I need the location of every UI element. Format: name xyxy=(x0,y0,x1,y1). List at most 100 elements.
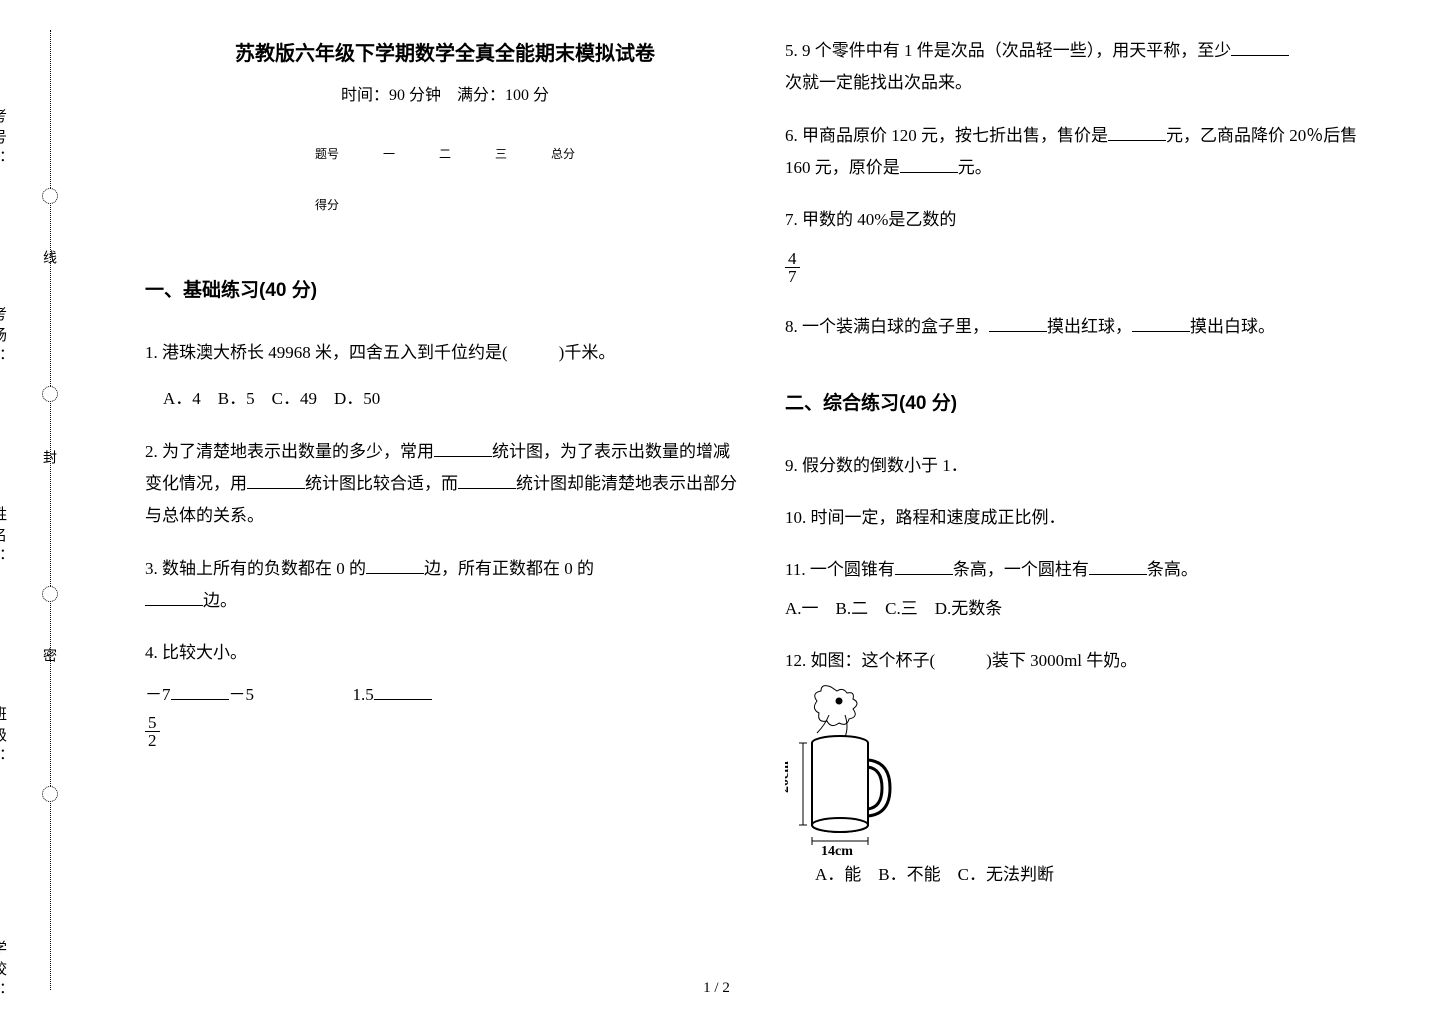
cup-height-label: 20cm xyxy=(785,761,792,793)
question-2: 2. 为了清楚地表示出数量的多少，常用统计图，为了表示出数量的增减变化情况，用统… xyxy=(145,436,745,533)
q-num: 7. xyxy=(785,210,798,229)
blank xyxy=(366,556,424,574)
question-11: 11. 一个圆锥有条高，一个圆柱有条高。 A.一 B.二 C.三 D.无数条 xyxy=(785,554,1385,625)
q-text: 一个圆锥有 xyxy=(810,560,895,579)
q-num: 5. xyxy=(785,41,798,60)
blank xyxy=(1089,557,1147,575)
question-10: 10. 时间一定，路程和速度成正比例． xyxy=(785,502,1385,534)
blank xyxy=(145,588,203,606)
q-text: 为了清楚地表示出数量的多少，常用 xyxy=(162,442,434,461)
q-text: 条高。 xyxy=(1147,560,1198,579)
blank xyxy=(247,471,305,489)
score-row-label: 得分 xyxy=(293,180,361,231)
cup-svg: 20cm 14cm xyxy=(785,685,895,855)
binding-label-name: 姓名： xyxy=(0,506,9,569)
q-num: 6. xyxy=(785,126,798,145)
q-num: 1. xyxy=(145,343,158,362)
content-columns: 苏教版六年级下学期数学全真全能期末模拟试卷 时间：90 分钟 满分：100 分 … xyxy=(145,35,1405,965)
frac-num: 5 xyxy=(145,714,160,732)
q-num: 2. xyxy=(145,442,158,461)
blank xyxy=(900,155,958,173)
question-4: 4. 比较大小。 －7 －5 1.5 5 2 xyxy=(145,637,745,749)
score-cell xyxy=(473,180,529,231)
q-text: 摸出白球。 xyxy=(1190,317,1275,336)
question-8: 8. 一个装满白球的盒子里， 摸出红球， 摸出白球。 xyxy=(785,311,1385,343)
q4-rhs: －5 xyxy=(229,685,255,704)
blank xyxy=(434,439,492,457)
blank xyxy=(989,314,1047,332)
q-text: 甲数的 40%是乙数的 xyxy=(802,210,956,229)
q-num: 3. xyxy=(145,559,158,578)
table-row: 得分 xyxy=(293,180,597,231)
seal-char: 封 xyxy=(38,450,58,492)
question-12: 12. 如图：这个杯子( )装下 3000ml 牛奶。 xyxy=(785,645,1385,892)
q-text: 数轴上所有的负数都在 0 的 xyxy=(162,559,366,578)
q-num: 8. xyxy=(785,317,798,336)
question-1: 1. 港珠澳大桥长 49968 米，四舍五入到千位约是( )千米。 A．4 B．… xyxy=(145,337,745,416)
binding-label-id: 考号： xyxy=(0,108,9,171)
q-num: 12. xyxy=(785,651,806,670)
q4-lhs: －7 xyxy=(145,685,171,704)
q-text: 边，所有正数都在 0 的 xyxy=(424,559,594,578)
exam-subtitle: 时间：90 分钟 满分：100 分 xyxy=(145,81,745,111)
blank xyxy=(895,557,953,575)
score-row-label: 题号 xyxy=(293,129,361,180)
section-1-title: 一、基础练习(40 分) xyxy=(145,273,745,309)
binding-dot-line xyxy=(50,30,51,990)
q-text: 甲商品原价 120 元，按七折出售，售价是 xyxy=(802,126,1108,145)
blank xyxy=(458,471,516,489)
seal-char: 线 xyxy=(38,250,58,292)
q11-options: A.一 B.二 C.三 D.无数条 xyxy=(785,593,1385,625)
q-text: 次就一定能找出次品来。 xyxy=(785,73,972,92)
q1-options: A．4 B．5 C．49 D．50 xyxy=(163,383,745,415)
q-text: 如图：这个杯子( )装下 3000ml 牛奶。 xyxy=(811,651,1138,670)
right-column: 5. 9 个零件中有 1 件是次品（次品轻一些），用天平称，至少次就一定能找出次… xyxy=(785,35,1385,965)
binding-circle xyxy=(42,786,58,802)
q-num: 9. xyxy=(785,456,798,475)
blank xyxy=(1132,314,1190,332)
q-num: 11. xyxy=(785,560,806,579)
binding-circle xyxy=(42,386,58,402)
score-cell xyxy=(529,180,597,231)
score-col: 总分 xyxy=(529,129,597,180)
q-text: 边。 xyxy=(203,591,237,610)
question-5: 5. 9 个零件中有 1 件是次品（次品轻一些），用天平称，至少次就一定能找出次… xyxy=(785,35,1385,100)
blank xyxy=(171,682,229,700)
fraction: 4 7 xyxy=(785,250,800,285)
binding-label-class: 班级： xyxy=(0,706,9,769)
frac-num: 4 xyxy=(785,250,800,268)
q-num: 4. xyxy=(145,643,158,662)
score-col: 三 xyxy=(473,129,529,180)
table-row: 题号 一 二 三 总分 xyxy=(293,129,597,180)
q-text: 假分数的倒数小于 1． xyxy=(802,456,968,475)
q-text: 元。 xyxy=(958,158,992,177)
blank xyxy=(1231,38,1289,56)
q-text: 比较大小。 xyxy=(162,643,247,662)
q4-lhs2: 1.5 xyxy=(353,685,374,704)
cup-diameter-label: 14cm xyxy=(821,844,853,855)
q-num: 10. xyxy=(785,508,806,527)
binding-label-room: 考场： xyxy=(0,306,9,369)
exam-title: 苏教版六年级下学期数学全真全能期末模拟试卷 xyxy=(145,35,745,73)
score-col: 二 xyxy=(417,129,473,180)
binding-circle xyxy=(42,586,58,602)
question-3: 3. 数轴上所有的负数都在 0 的 边，所有正数都在 0 的边。 xyxy=(145,553,745,618)
q-text: 港珠澳大桥长 49968 米，四舍五入到千位约是( )千米。 xyxy=(162,343,615,362)
q12-options: A．能 B．不能 C．无法判断 xyxy=(815,859,1385,891)
q-text: 时间一定，路程和速度成正比例． xyxy=(811,508,1066,527)
seal-char: 密 xyxy=(38,648,58,690)
question-6: 6. 甲商品原价 120 元，按七折出售，售价是元，乙商品降价 20％后售 16… xyxy=(785,120,1385,185)
score-cell xyxy=(361,180,417,231)
score-col: 一 xyxy=(361,129,417,180)
fraction: 5 2 xyxy=(145,714,160,749)
question-9: 9. 假分数的倒数小于 1． xyxy=(785,450,1385,482)
cup-figure: 20cm 14cm xyxy=(785,685,1385,855)
binding-circle xyxy=(42,188,58,204)
frac-den: 2 xyxy=(145,732,160,749)
score-table: 题号 一 二 三 总分 得分 xyxy=(293,129,597,231)
left-column: 苏教版六年级下学期数学全真全能期末模拟试卷 时间：90 分钟 满分：100 分 … xyxy=(145,35,745,965)
frac-den: 7 xyxy=(785,268,800,285)
q-text: 9 个零件中有 1 件是次品（次品轻一些），用天平称，至少 xyxy=(802,41,1231,60)
q-text: 一个装满白球的盒子里， xyxy=(802,317,989,336)
q-text: 摸出红球， xyxy=(1047,317,1132,336)
